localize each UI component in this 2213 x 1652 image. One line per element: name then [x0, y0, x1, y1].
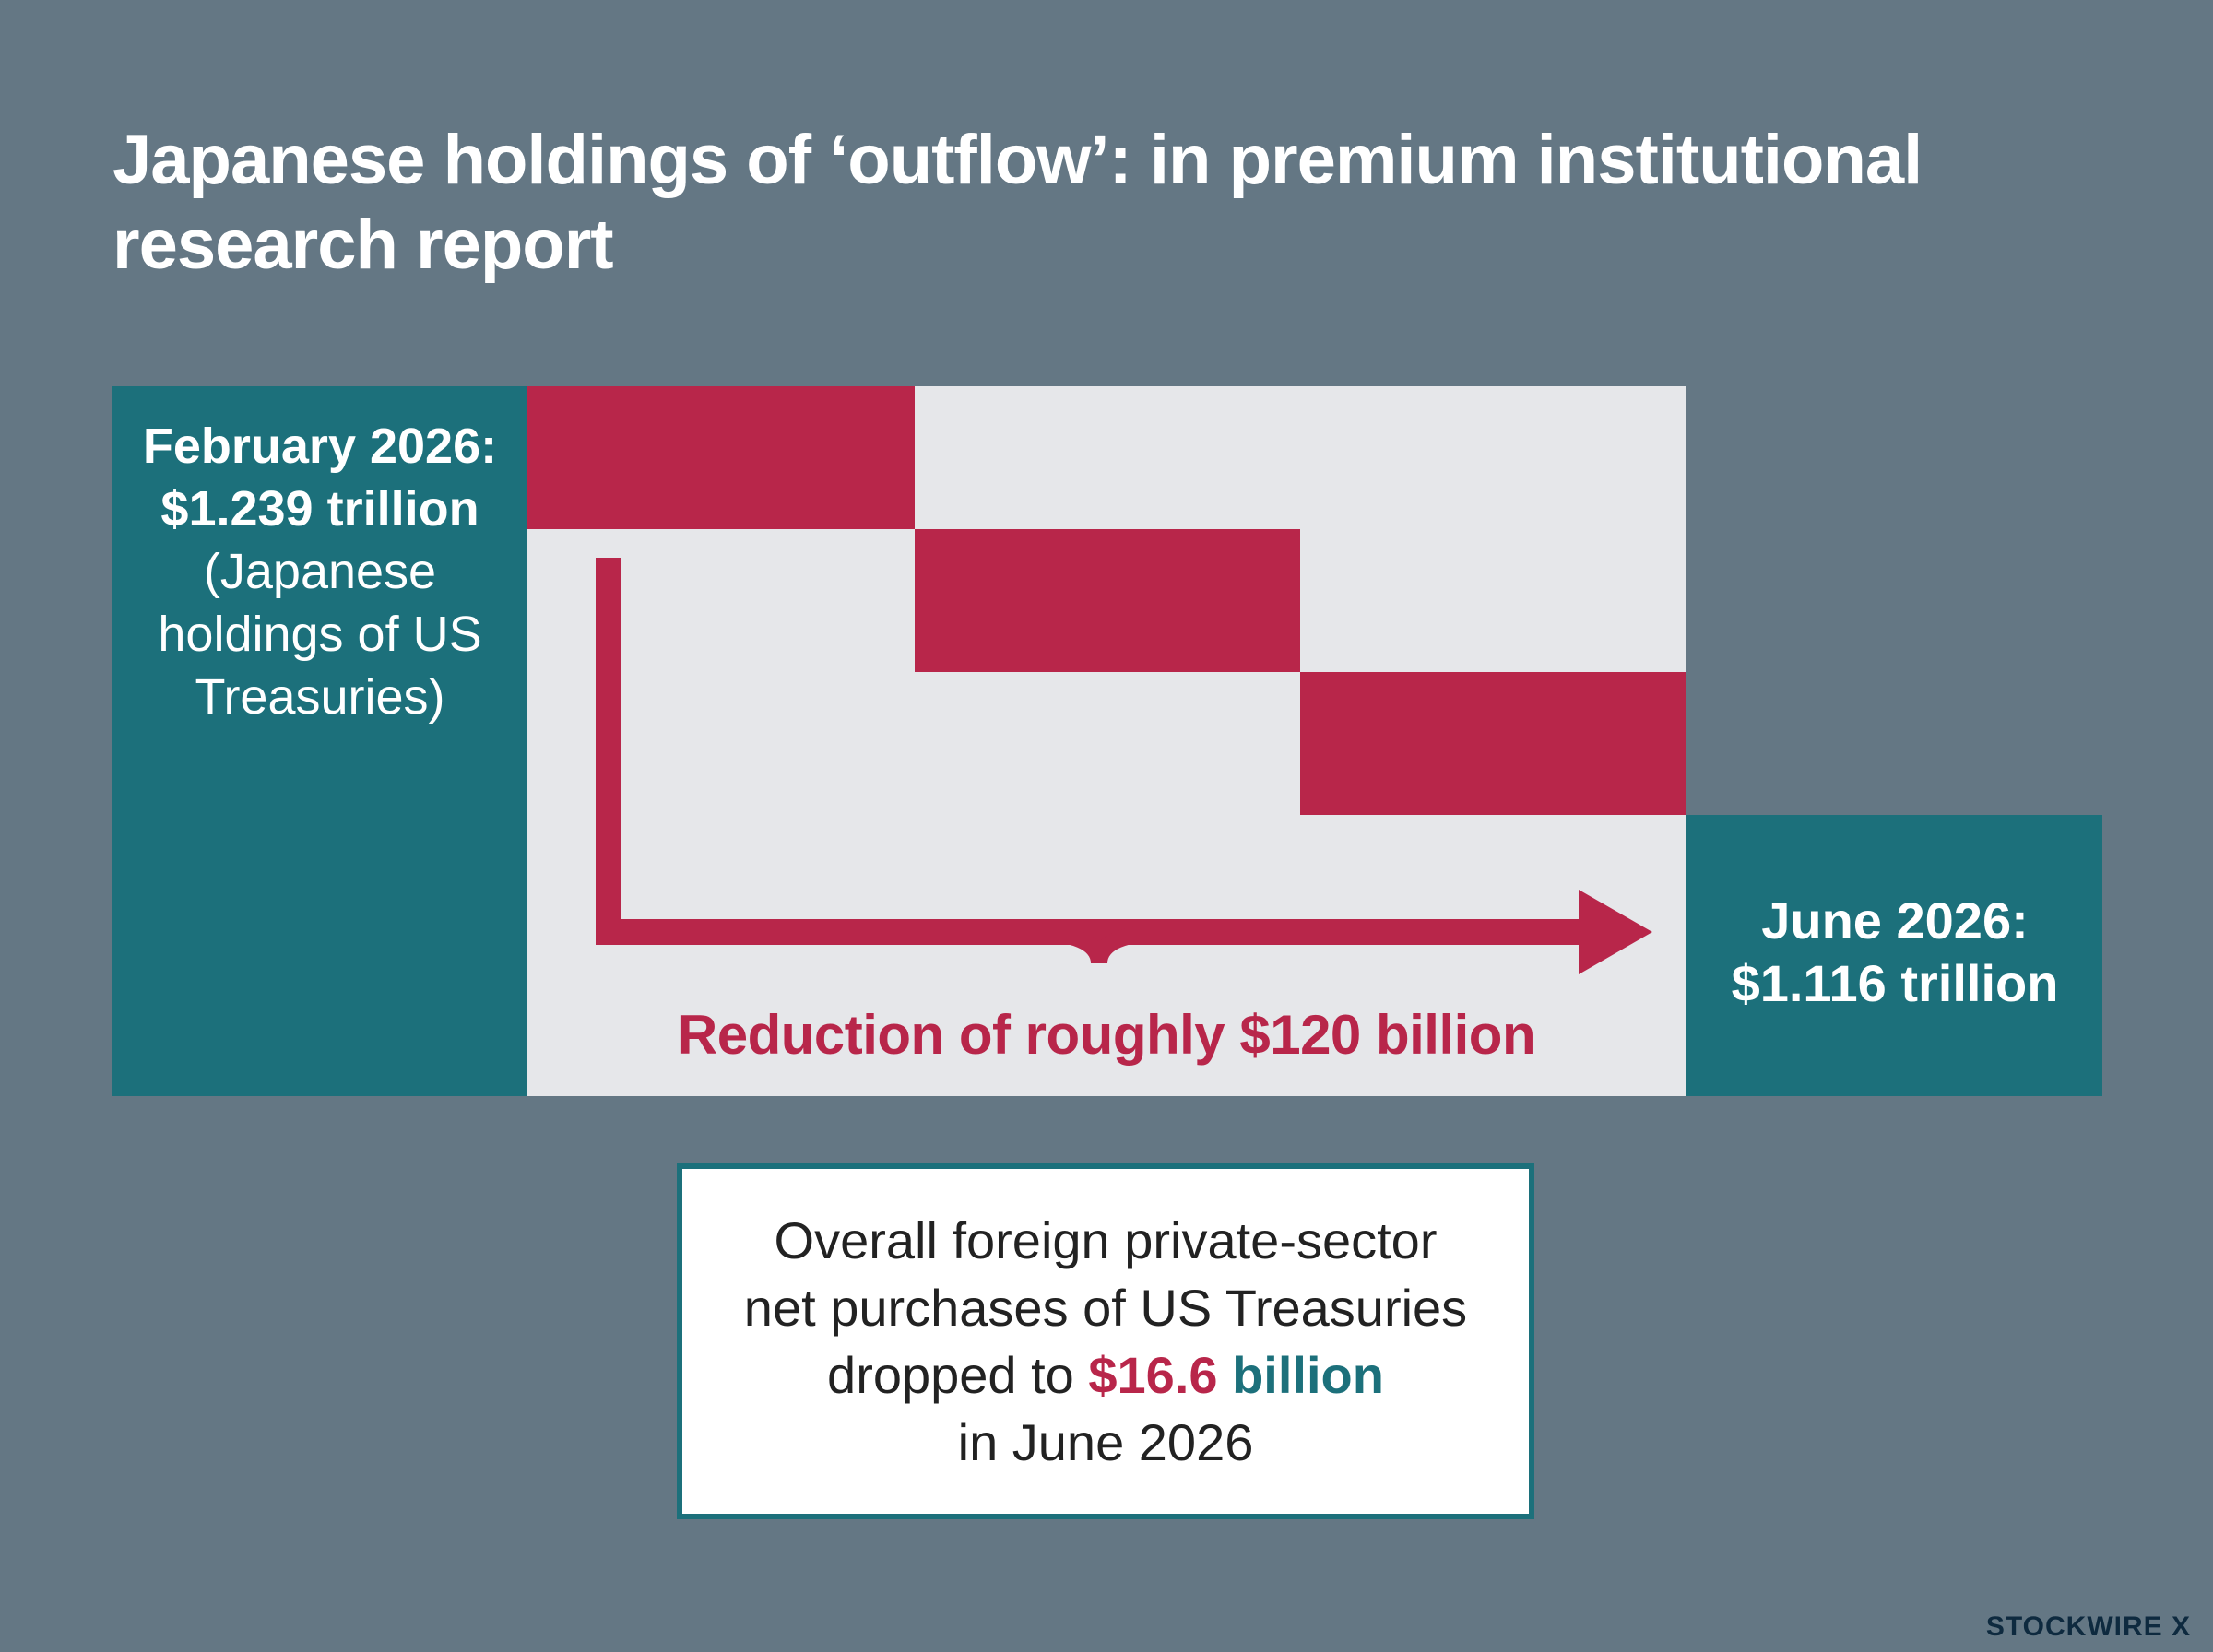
reduction-arrowhead	[1579, 890, 1652, 974]
end-date-label: June 2026:	[1761, 891, 2029, 950]
note-line: Overall foreign private-sector	[774, 1211, 1438, 1269]
note-line-prefix: dropped to	[827, 1346, 1089, 1404]
start-value-label: $1.239 trillion	[160, 481, 479, 537]
note-line: net purchases of US Treasuries	[743, 1279, 1468, 1337]
note-line: dropped to $16.6 billion	[700, 1341, 1511, 1409]
decline-step-1	[527, 386, 915, 529]
end-label: June 2026: $1.116 trillion	[1687, 890, 2102, 1015]
start-description-line: holdings of US	[158, 607, 482, 662]
end-holdings-block	[1686, 815, 2102, 1096]
note-text: Overall foreign private-sector net purch…	[700, 1207, 1511, 1476]
decline-step-2	[915, 529, 1300, 672]
note-unit: billion	[1232, 1346, 1384, 1404]
reduction-label: Reduction of roughly $120 billion	[677, 1004, 1536, 1066]
reduction-arrow-path	[596, 558, 1597, 945]
start-description-line: (Japanese	[203, 544, 437, 599]
page-title: Japanese holdings of ‘outflow’: in premi…	[112, 121, 1923, 284]
reduction-arrow	[596, 558, 1652, 974]
brand-logo: STOCKWIRE X	[1985, 1611, 2191, 1642]
start-date-label: February 2026:	[142, 419, 498, 474]
start-holdings-block	[112, 386, 527, 1096]
note-line: in June 2026	[957, 1413, 1254, 1471]
end-value-label: $1.116 trillion	[1731, 954, 2059, 1012]
decline-step-3	[1300, 672, 1686, 815]
start-description-line: Treasuries)	[195, 669, 445, 725]
start-label: February 2026: $1.239 trillion (Japanese…	[112, 415, 527, 728]
note-amount: $16.6	[1088, 1346, 1218, 1404]
note-box: Overall foreign private-sector net purch…	[677, 1163, 1534, 1519]
reduction-brace	[1024, 924, 1174, 964]
